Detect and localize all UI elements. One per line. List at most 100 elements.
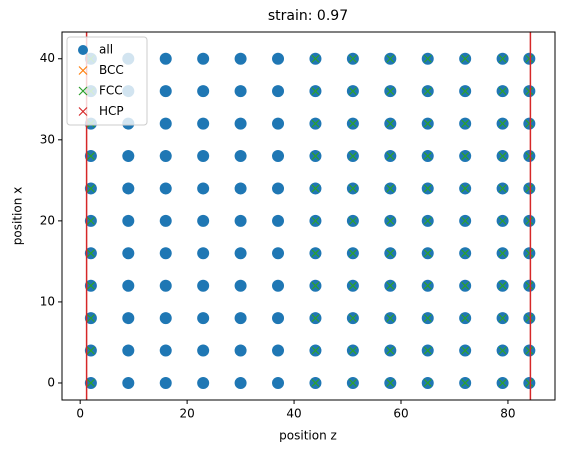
x-tick-label: 40 — [286, 407, 301, 421]
point — [461, 314, 470, 323]
point — [272, 344, 285, 357]
point — [122, 182, 135, 195]
point — [159, 85, 172, 98]
y-tick-label: 20 — [40, 213, 55, 227]
point — [159, 312, 172, 325]
point — [348, 119, 357, 128]
point — [197, 182, 210, 195]
point — [461, 379, 470, 387]
point — [311, 281, 320, 290]
y-axis-label: position x — [11, 187, 25, 245]
point — [498, 152, 507, 160]
point — [461, 152, 470, 160]
x-tick-label: 60 — [393, 407, 408, 421]
point — [423, 281, 432, 290]
point — [423, 249, 432, 258]
point — [197, 247, 210, 260]
point — [159, 279, 172, 292]
point — [86, 152, 95, 160]
point — [272, 150, 285, 163]
legend-marker — [78, 86, 88, 96]
point — [525, 152, 534, 160]
point — [348, 216, 357, 225]
point — [272, 312, 285, 325]
point — [197, 85, 210, 98]
point — [525, 87, 534, 96]
point — [498, 281, 507, 290]
point — [423, 314, 432, 323]
point — [348, 314, 357, 323]
point — [386, 346, 395, 355]
point — [272, 52, 285, 65]
point — [234, 117, 247, 130]
point — [234, 344, 247, 357]
point — [311, 152, 320, 160]
point — [272, 117, 285, 130]
point — [423, 346, 432, 355]
point — [498, 314, 507, 323]
point — [122, 150, 135, 163]
point — [311, 87, 320, 96]
point — [234, 247, 247, 260]
y-tick-label: 0 — [47, 375, 55, 389]
point — [525, 54, 534, 63]
point — [348, 184, 357, 193]
point — [386, 249, 395, 258]
point — [311, 54, 320, 63]
legend-box — [66, 36, 148, 126]
point — [86, 216, 95, 225]
point — [197, 150, 210, 163]
point — [234, 312, 247, 325]
point — [197, 117, 210, 130]
point — [197, 376, 210, 389]
point — [122, 312, 135, 325]
point — [461, 249, 470, 258]
y-tick-label: 30 — [40, 132, 55, 146]
point — [272, 279, 285, 292]
point — [461, 54, 470, 63]
point — [525, 281, 534, 290]
point — [311, 119, 320, 128]
point — [498, 346, 507, 355]
point — [86, 314, 95, 323]
point — [461, 184, 470, 193]
point — [498, 54, 507, 63]
point — [234, 150, 247, 163]
point — [159, 376, 172, 389]
point — [525, 346, 534, 355]
point — [272, 182, 285, 195]
point — [386, 379, 395, 387]
point — [272, 85, 285, 98]
point — [159, 182, 172, 195]
legend-marker — [78, 66, 88, 75]
point — [386, 314, 395, 323]
point — [122, 279, 135, 292]
point — [386, 87, 395, 96]
point — [311, 379, 320, 387]
point — [461, 119, 470, 128]
point — [234, 85, 247, 98]
point — [525, 249, 534, 258]
point — [86, 346, 95, 355]
legend-label: HCP — [99, 104, 124, 118]
x-tick-label: 20 — [179, 407, 194, 421]
y-tick-label: 40 — [40, 51, 55, 65]
point — [86, 281, 95, 290]
point — [498, 119, 507, 128]
point — [311, 184, 320, 193]
point — [159, 214, 172, 227]
point — [234, 376, 247, 389]
legend-label: all — [99, 43, 113, 57]
point — [311, 346, 320, 355]
point — [159, 150, 172, 163]
point — [272, 376, 285, 389]
point — [159, 344, 172, 357]
legend-label: BCC — [99, 63, 124, 77]
point — [348, 281, 357, 290]
point — [159, 247, 172, 260]
x-axis-label: position z — [279, 429, 337, 443]
point — [498, 216, 507, 225]
point — [159, 52, 172, 65]
point — [525, 184, 534, 193]
